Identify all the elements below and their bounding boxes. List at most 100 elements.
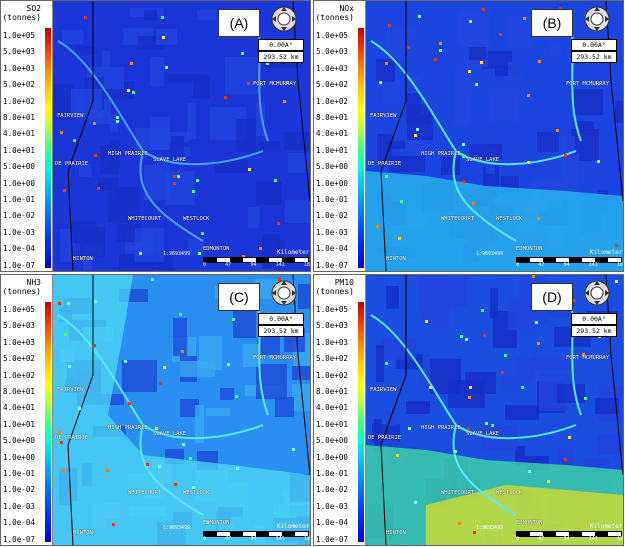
point-source xyxy=(564,458,567,461)
legend-tick: 1.0e-04 xyxy=(3,518,36,528)
map-area[interactable]: FORT MCMURRAY FAIRVIEW HIGH PRAIRIE SLAVE L… xyxy=(366,1,623,271)
point-source xyxy=(468,396,471,399)
grid-block xyxy=(110,115,118,132)
legend-tick: 1.0e-07 xyxy=(3,534,36,544)
city-label: FAIRVIEW xyxy=(370,387,397,393)
city-label: WHITECOURT xyxy=(441,216,475,222)
legend: NOx (tonnes) 1.0e+05 5.0e+03 1.0e+03 5.0e+02 1… xyxy=(314,1,366,271)
zoom-readout: 0.00A° xyxy=(258,313,304,325)
scale-bar: Kilometers 0 47 94 141 188 xyxy=(203,249,310,268)
grid-block xyxy=(75,46,95,55)
grid-block xyxy=(515,446,525,466)
legend-species: NOx xyxy=(339,4,354,13)
grid-block xyxy=(455,65,472,94)
grid-block xyxy=(292,384,310,411)
map-area[interactable]: FORT MCMURRAY FAIRVIEW HIGH PRAIRIE SLAVE L… xyxy=(366,275,623,545)
legend-tick: 1.0e-01 xyxy=(3,469,36,478)
city-label: HIGH PRAIRIE xyxy=(421,425,461,431)
point-source xyxy=(475,83,478,86)
point-source xyxy=(78,407,81,410)
grid-block xyxy=(173,318,187,356)
grid-block xyxy=(243,344,260,367)
scale-numbers: 0 47 94 141 188 xyxy=(203,262,310,268)
grid-block xyxy=(538,308,574,317)
distance-readout: 293.52 km xyxy=(258,325,304,337)
point-source xyxy=(454,450,457,453)
grid-block xyxy=(376,59,395,82)
point-source xyxy=(60,441,63,444)
point-source xyxy=(527,94,530,97)
navigation-compass-icon[interactable] xyxy=(266,278,302,308)
grid-block xyxy=(275,397,294,417)
legend-tick: 1.0e+01 xyxy=(316,419,349,429)
legend-tick: 1.0e+01 xyxy=(3,419,36,429)
point-source xyxy=(286,81,289,84)
point-source xyxy=(376,225,379,228)
point-source xyxy=(292,448,295,451)
point-source xyxy=(379,81,382,84)
grid-block xyxy=(102,51,110,68)
grid-block xyxy=(577,121,594,135)
city-label: DE PRAIRIE xyxy=(55,435,89,441)
grid-block xyxy=(490,288,498,318)
legend-tick: 1.0e+02 xyxy=(3,96,36,106)
point-source xyxy=(132,91,135,94)
point-source xyxy=(93,344,96,347)
legend-tick: 1.0e+02 xyxy=(3,370,36,380)
map-area[interactable]: FORT MCMURRAY FAIRVIEW HIGH PRAIRIE SLAVE L… xyxy=(53,275,310,545)
navigation-compass-icon[interactable] xyxy=(266,4,302,34)
panel-label: (A) xyxy=(218,9,260,37)
panel-label: (D) xyxy=(531,283,573,311)
province-boundary xyxy=(67,1,310,271)
legend-tick: 1.0e+00 xyxy=(3,178,36,188)
scale-number: 94 xyxy=(563,536,570,542)
scale-bar: Kilometers 0 47 94 141 188 xyxy=(203,523,310,542)
point-source xyxy=(94,300,97,303)
grid-block xyxy=(256,103,265,136)
grid-block xyxy=(110,140,120,168)
scale-bar: Kilometers 0 47 94 141 188 xyxy=(516,249,623,268)
point-source xyxy=(106,469,109,472)
legend-tick: 1.0e-03 xyxy=(316,501,349,511)
map-area[interactable]: FORT MCMURRAY FAIRVIEW HIGH PRAIRIE SLAVE L… xyxy=(53,1,310,271)
point-source xyxy=(469,386,472,389)
point-source xyxy=(159,382,162,385)
point-source xyxy=(485,422,488,425)
city-label: FORT MCMURRAY xyxy=(253,81,297,87)
grid-block xyxy=(206,408,230,416)
navigation-compass-icon[interactable] xyxy=(579,278,615,308)
scale-ratio: 1:9693499 xyxy=(476,525,504,531)
city-label: WHITECOURT xyxy=(441,490,475,496)
point-source xyxy=(501,371,504,374)
point-source xyxy=(418,15,421,18)
navigation-compass-icon[interactable] xyxy=(579,4,615,34)
point-source xyxy=(189,457,192,460)
city-label: FAIRVIEW xyxy=(57,387,84,393)
grid-block xyxy=(486,148,495,174)
point-source xyxy=(266,62,269,65)
grid-block xyxy=(197,10,216,20)
grid-block xyxy=(405,136,426,158)
legend-units: (tonnes) xyxy=(2,13,41,22)
legend-tick: 1.0e-07 xyxy=(316,534,349,544)
point-source xyxy=(385,175,388,178)
point-source xyxy=(67,302,70,305)
city-label: DE PRAIRIE xyxy=(368,161,402,167)
city-label: WHITECOURT xyxy=(128,216,162,222)
grid-block xyxy=(537,132,559,152)
point-source xyxy=(499,33,502,36)
point-source xyxy=(429,386,432,389)
distance-readout: 293.52 km xyxy=(258,51,304,63)
scale-number: 47 xyxy=(538,536,545,542)
legend-units: (tonnes) xyxy=(2,287,41,296)
scale-number: 0 xyxy=(203,262,207,268)
scale-number: 0 xyxy=(203,536,207,542)
distance-readout: 293.52 km xyxy=(571,51,617,63)
map-panel-nox: NOx (tonnes) 1.0e+05 5.0e+03 1.0e+03 5.0e+02 1… xyxy=(313,0,624,272)
scale-numbers: 0 47 94 141 188 xyxy=(203,536,310,542)
grid-block xyxy=(236,119,256,152)
scale-number: 94 xyxy=(250,262,257,268)
point-source xyxy=(468,70,471,73)
city-label: FORT MCMURRAY xyxy=(253,355,297,361)
point-source xyxy=(537,217,540,220)
